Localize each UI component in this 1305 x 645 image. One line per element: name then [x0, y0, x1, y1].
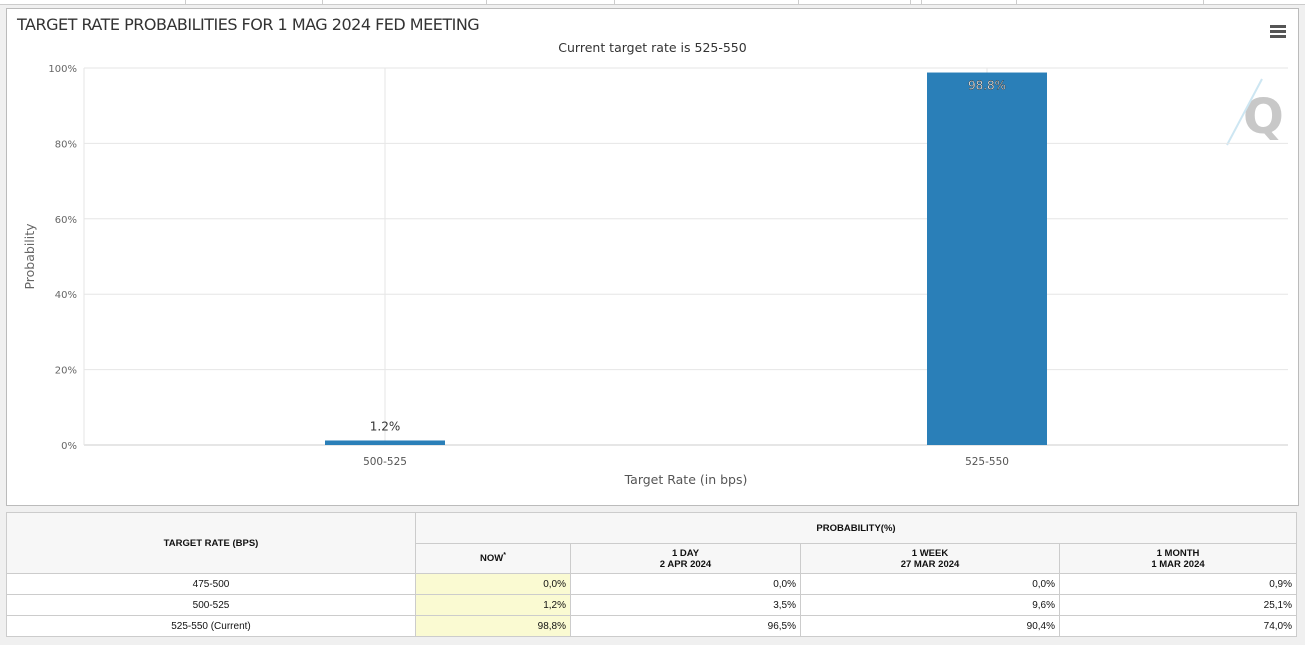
- x-axis-title: Target Rate (in bps): [624, 472, 748, 487]
- probability-cell: 0,0%: [415, 573, 571, 595]
- hamburger-icon[interactable]: [1270, 25, 1286, 40]
- rate-cell: 475-500: [6, 573, 416, 595]
- probability-cell: 96,5%: [570, 615, 801, 637]
- top-strip: [0, 0, 1305, 5]
- rate-cell: 500-525: [6, 594, 416, 616]
- probability-cell: 0,9%: [1059, 573, 1297, 595]
- rate-cell: 525-550 (Current): [6, 615, 416, 637]
- probability-cell: 74,0%: [1059, 615, 1297, 637]
- col-header-1day: 1 DAY 2 APR 2024: [570, 543, 801, 574]
- x-tick-label: 525-550: [965, 456, 1009, 468]
- bar-525-550[interactable]: [927, 72, 1047, 446]
- probability-cell: 98,8%: [415, 615, 571, 637]
- x-tick-label: 500-525: [363, 456, 407, 468]
- data-label: 1.2%: [370, 419, 401, 433]
- y-tick-label: 40%: [55, 290, 77, 301]
- y-tick-label: 60%: [55, 215, 77, 226]
- probability-cell: 25,1%: [1059, 594, 1297, 616]
- col-header-now: NOW*: [415, 543, 571, 574]
- col-header-1month: 1 MONTH 1 MAR 2024: [1059, 543, 1297, 574]
- chart-title: TARGET RATE PROBABILITIES FOR 1 MAG 2024…: [17, 15, 480, 34]
- probability-header: PROBABILITY(%): [415, 512, 1297, 544]
- col-header-1week: 1 WEEK 27 MAR 2024: [800, 543, 1060, 574]
- y-tick-label: 0%: [61, 441, 77, 452]
- probability-cell: 3,5%: [570, 594, 801, 616]
- probability-cell: 0,0%: [800, 573, 1060, 595]
- chart-subtitle: Current target rate is 525-550: [558, 40, 747, 55]
- rate-header: TARGET RATE (BPS): [6, 512, 416, 574]
- svg-text:Q: Q: [1243, 89, 1284, 145]
- probability-cell: 90,4%: [800, 615, 1060, 637]
- y-tick-label: 20%: [55, 366, 77, 377]
- q-logo-icon: Q: [1226, 78, 1284, 146]
- data-label: 98.8%: [968, 79, 1006, 93]
- probability-cell: 0,0%: [570, 573, 801, 595]
- probability-cell: 1,2%: [415, 594, 571, 616]
- table-row: 525-550 (Current) 98,8% 96,5% 90,4% 74,0%: [6, 615, 1297, 637]
- chart-panel: TARGET RATE PROBABILITIES FOR 1 MAG 2024…: [6, 8, 1299, 506]
- y-tick-label: 100%: [48, 64, 77, 75]
- y-tick-label: 80%: [55, 139, 77, 150]
- table-row: 475-500 0,0% 0,0% 0,0% 0,9%: [6, 573, 1297, 595]
- bar-chart: Q 0% 20% 40% 60% 80% 100% 1.2% 500-525 98.8% 525-…: [22, 64, 1288, 487]
- y-axis-title: Probability: [22, 223, 37, 290]
- table-row: 500-525 1,2% 3,5% 9,6% 25,1%: [6, 594, 1297, 616]
- probability-cell: 9,6%: [800, 594, 1060, 616]
- bar-500-525[interactable]: [325, 440, 445, 445]
- probability-table: TARGET RATE (BPS) PROBABILITY(%) NOW* 1 …: [6, 512, 1297, 637]
